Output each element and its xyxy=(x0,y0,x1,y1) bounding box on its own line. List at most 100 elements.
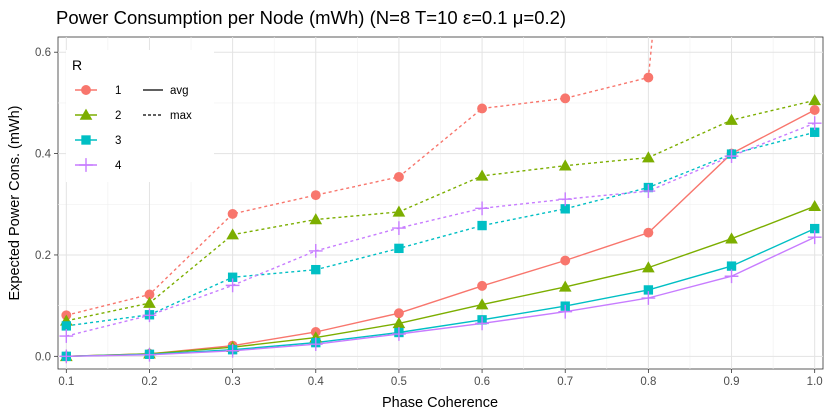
legend-key-marker-1 xyxy=(81,85,91,95)
data-point-4-avg xyxy=(475,316,489,331)
data-point-4-avg xyxy=(392,327,406,341)
y-tick-label: 0.4 xyxy=(35,149,52,161)
data-point-1-avg xyxy=(393,308,404,319)
data-point-4-max xyxy=(225,278,240,293)
data-point-3-max xyxy=(394,243,404,254)
x-tick-label: 0.6 xyxy=(474,376,490,388)
x-tick-label: 0.3 xyxy=(225,376,241,388)
x-tick-label: 1.0 xyxy=(807,376,823,388)
legend-linetype-label-avg: avg xyxy=(170,85,189,97)
data-point-1-avg xyxy=(643,227,654,238)
grid-lines xyxy=(58,37,823,369)
data-point-4-avg xyxy=(558,304,573,319)
data-point-1-max xyxy=(310,190,321,201)
data-point-3-max xyxy=(560,204,570,214)
data-point-4-max xyxy=(475,201,489,216)
series-markers xyxy=(59,72,822,364)
data-point-2-avg xyxy=(808,199,822,212)
legend-label-1: 1 xyxy=(115,85,121,97)
data-point-2-max xyxy=(143,296,156,308)
data-point-1-max xyxy=(560,93,571,104)
data-point-4-avg xyxy=(641,291,656,305)
legend-key-marker-2 xyxy=(79,108,93,120)
legend-linetype-label-max: max xyxy=(170,110,192,122)
data-point-1-max xyxy=(477,103,488,114)
series-line-4-max xyxy=(66,122,815,337)
series-line-1-max xyxy=(66,36,654,316)
data-point-3-avg xyxy=(810,223,820,234)
data-point-1-max xyxy=(393,171,404,182)
data-point-1-avg xyxy=(477,280,488,291)
legend: R 1 2 3 4 avg max xyxy=(66,50,214,182)
axes: 0.0 0.2 0.4 0.6 0.1 0.2 0.3 0.4 0.5 0.6 0.7 0.8 0.9 1… xyxy=(35,47,823,388)
legend-title: R xyxy=(72,57,82,73)
legend-linetypes: avg max xyxy=(143,85,192,122)
data-point-4-max xyxy=(724,149,739,163)
data-point-4-avg xyxy=(142,347,157,362)
legend-label-3: 3 xyxy=(115,135,121,147)
data-point-4-avg xyxy=(225,343,240,358)
data-point-4-avg xyxy=(308,337,323,352)
legend-key-marker-4 xyxy=(79,158,93,172)
x-tick-label: 0.5 xyxy=(391,376,407,388)
data-point-4-avg xyxy=(807,230,822,245)
data-point-2-max xyxy=(725,113,738,125)
series-lines xyxy=(66,36,816,357)
data-point-2-avg xyxy=(475,298,489,310)
data-point-2-avg xyxy=(725,232,738,244)
data-point-4-avg xyxy=(724,269,739,284)
x-axis-label: Phase Coherence xyxy=(382,395,498,411)
series-line-2-max xyxy=(66,99,815,322)
series-line-4-avg xyxy=(66,236,815,357)
data-point-1-max xyxy=(643,72,654,83)
data-point-2-max xyxy=(226,228,239,240)
data-point-4-max xyxy=(142,308,157,323)
data-point-4-max xyxy=(392,221,406,235)
series-line-3-avg xyxy=(66,227,815,357)
data-point-2-avg xyxy=(558,280,572,292)
data-point-4-avg xyxy=(59,349,74,364)
chart-title: Power Consumption per Node (mWh) (N=8 T=… xyxy=(56,7,566,28)
y-tick-label: 0.6 xyxy=(35,47,51,59)
data-point-3-avg xyxy=(643,285,654,295)
y-tick-label: 0.0 xyxy=(35,351,51,363)
data-point-4-max xyxy=(641,184,656,198)
data-point-1-avg xyxy=(560,255,571,266)
data-point-2-max xyxy=(558,159,572,171)
legend-groups: 1 2 3 4 xyxy=(75,85,122,172)
data-point-3-max xyxy=(477,220,487,231)
data-point-3-max xyxy=(311,264,321,275)
x-tick-label: 0.7 xyxy=(557,376,573,388)
data-point-2-max xyxy=(642,151,655,163)
data-point-4-max xyxy=(807,116,822,131)
series-line-2-avg xyxy=(66,205,815,357)
y-tick-label: 0.2 xyxy=(35,250,51,262)
legend-label-2: 2 xyxy=(115,110,121,122)
data-point-1-max xyxy=(144,289,155,300)
data-point-2-avg xyxy=(642,261,655,273)
data-point-3-avg xyxy=(726,261,737,271)
data-point-3-max xyxy=(810,127,820,137)
data-point-2-avg xyxy=(392,317,406,329)
data-point-4-max xyxy=(308,244,323,258)
legend-label-4: 4 xyxy=(115,160,122,172)
data-point-2-max xyxy=(309,213,323,225)
data-point-3-max xyxy=(61,321,71,331)
data-point-3-max xyxy=(227,272,238,282)
data-point-4-max xyxy=(558,192,573,207)
series-line-1-avg xyxy=(66,109,816,357)
x-tick-label: 0.1 xyxy=(58,376,74,388)
x-tick-label: 0.2 xyxy=(141,376,157,388)
data-point-1-avg xyxy=(809,105,820,115)
data-point-2-max xyxy=(475,169,489,181)
data-point-2-max xyxy=(808,94,822,106)
x-tick-label: 0.9 xyxy=(724,376,740,388)
data-point-2-max xyxy=(392,205,406,217)
legend-key-marker-3 xyxy=(81,135,91,145)
data-point-4-max xyxy=(59,329,74,343)
x-tick-label: 0.8 xyxy=(640,376,656,388)
y-axis-label: Expected Power Cons. (mWh) xyxy=(7,105,23,300)
legend-background xyxy=(66,50,214,182)
